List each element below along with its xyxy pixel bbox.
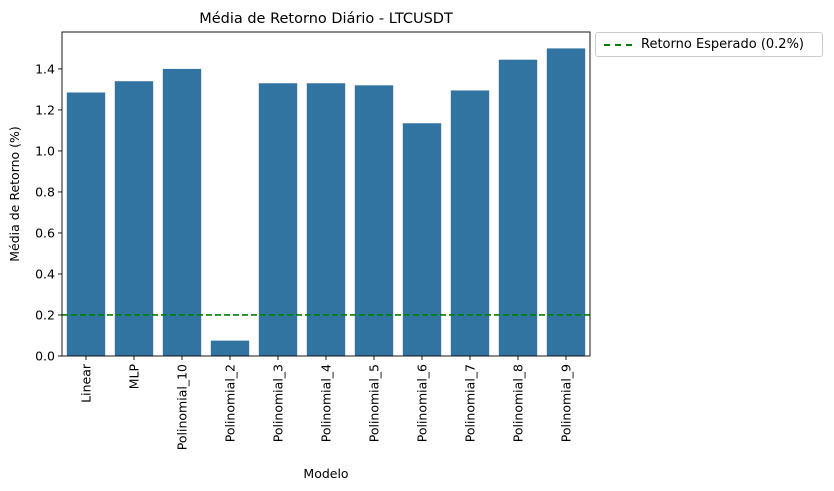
bar-mlp (114, 81, 154, 357)
legend-entry-label: Retorno Esperado (0.2%) (641, 37, 804, 52)
y-tick-label: 1.0 (35, 143, 55, 158)
x-tick-label: Polinomial_7 (463, 364, 478, 442)
x-tick-label: Polinomial_8 (511, 364, 526, 442)
y-axis-label: Média de Retorno (%) (7, 126, 22, 262)
bar-polinomial_4 (306, 83, 346, 357)
x-tick-label: Polinomial_9 (559, 364, 574, 442)
x-tick-label: Linear (79, 363, 94, 403)
x-tick-label: Polinomial_3 (271, 364, 286, 442)
y-tick-label: 0.8 (35, 184, 55, 199)
bar-polinomial_3 (258, 83, 298, 357)
x-tick-label: Polinomial_2 (223, 364, 238, 442)
x-tick-label: Polinomial_4 (319, 364, 334, 442)
plot-area: 0.0 0.2 0.4 0.6 0.8 1.0 1.2 1.4 Linear MLP Polinom… (35, 31, 591, 450)
legend: Retorno Esperado (0.2%) (595, 32, 823, 57)
x-tick-label: Polinomial_6 (415, 364, 430, 442)
x-tick-label: Polinomial_5 (367, 364, 382, 442)
x-axis-label: Modelo (303, 466, 348, 481)
bar-polinomial_10 (162, 68, 202, 357)
bar-polinomial_5 (354, 85, 394, 356)
y-tick-label: 0.0 (35, 349, 55, 364)
y-tick-label: 0.4 (35, 266, 55, 281)
bar-polinomial_9 (546, 48, 586, 357)
y-tick-label: 1.4 (35, 61, 55, 76)
bar-polinomial_6 (402, 123, 442, 356)
bar-polinomial_7 (450, 90, 490, 356)
x-tick-label: Polinomial_10 (175, 364, 190, 450)
chart-title: Média de Retorno Diário - LTCUSDT (199, 11, 453, 27)
y-tick-label: 0.6 (35, 225, 55, 240)
y-tick-label: 1.2 (35, 102, 55, 117)
bar-polinomial_8 (498, 59, 538, 357)
x-tick-label: MLP (127, 364, 142, 390)
legend-line-swatch (604, 44, 632, 46)
bar-polinomial_2 (210, 340, 250, 356)
bar-linear (66, 92, 106, 357)
y-tick-label: 0.2 (35, 307, 55, 322)
